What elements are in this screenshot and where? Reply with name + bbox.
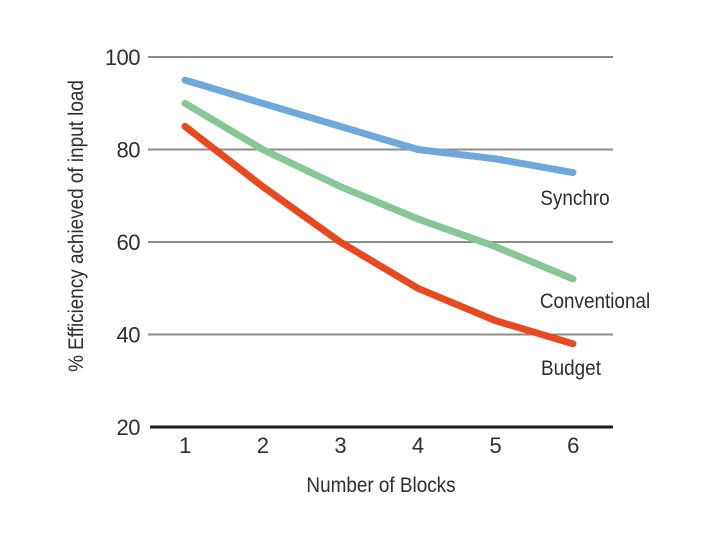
series-label-budget: Budget <box>541 357 601 380</box>
series-line-synchro <box>181 76 577 177</box>
y-tick-label: 20 <box>117 415 141 440</box>
y-tick-label: 100 <box>105 45 140 70</box>
x-tick-label: 6 <box>567 433 579 458</box>
y-axis-title: % Efficiency achieved of input load <box>65 80 88 372</box>
series-line-conventional <box>181 99 577 283</box>
x-tick-label: 1 <box>179 433 191 458</box>
series-label-synchro: Synchro <box>540 187 610 210</box>
y-tick-label: 40 <box>117 323 141 348</box>
y-tick-label: 80 <box>117 138 141 163</box>
x-axis-title: Number of Blocks <box>306 474 456 497</box>
x-tick-label: 4 <box>412 433 424 458</box>
x-tick-label: 2 <box>257 433 269 458</box>
series-label-conventional: Conventional <box>539 290 651 313</box>
x-tick-label: 5 <box>490 433 502 458</box>
y-tick-label: 60 <box>117 230 141 255</box>
x-tick-label: 3 <box>334 433 346 458</box>
series-line-budget <box>181 122 577 348</box>
